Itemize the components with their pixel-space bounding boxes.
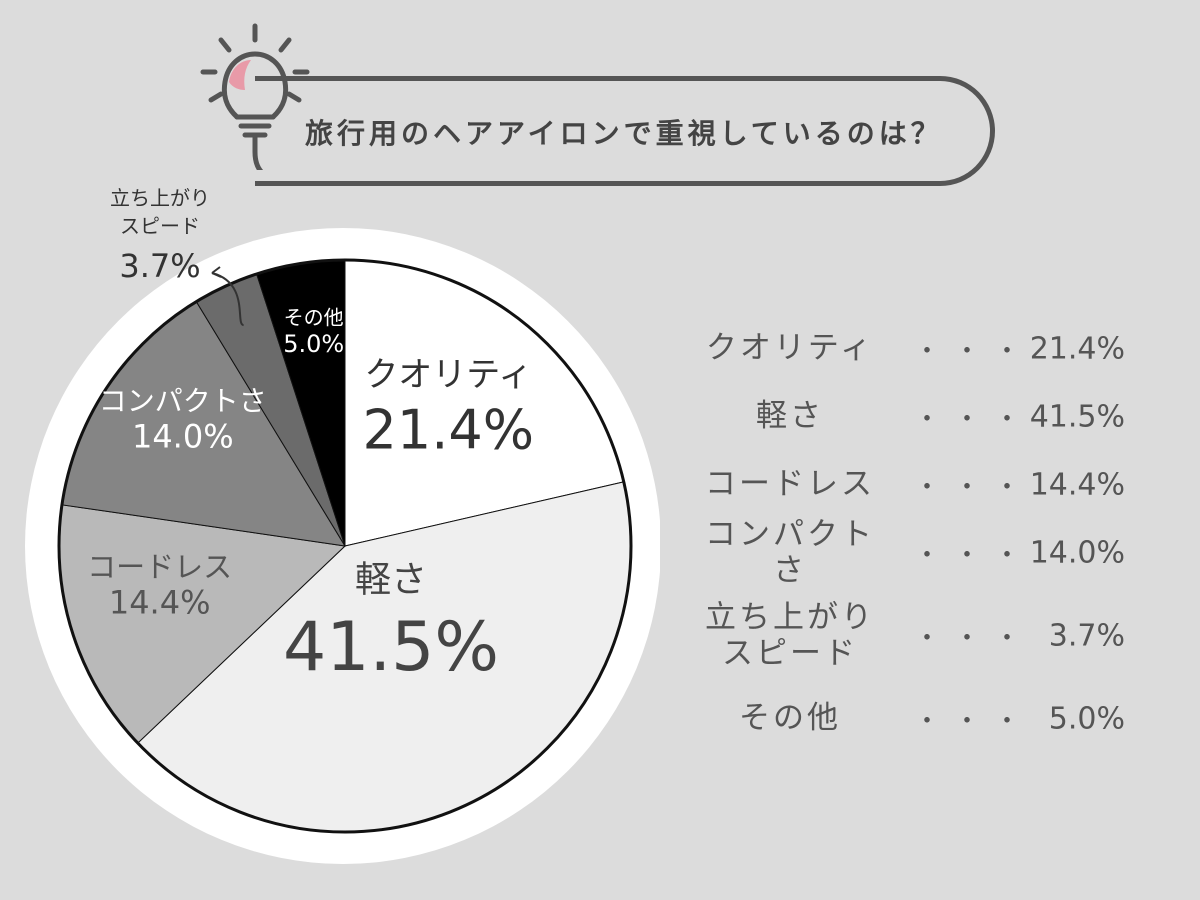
slice-value: 3.7% — [119, 247, 200, 285]
legend-label: その他 — [739, 700, 841, 737]
legend-label: 軽さ — [756, 398, 824, 435]
legend-value: 5.0% — [1048, 701, 1125, 737]
slice-value: 21.4% — [363, 398, 535, 461]
legend-row-lightness: 軽さ ・・・ 41.5% — [690, 383, 1150, 451]
slice-label: コンパクトさ — [99, 385, 267, 418]
slice-value: 14.0% — [132, 418, 234, 456]
legend-separator: ・・・ — [914, 540, 1035, 571]
legend-label-line1: 立ち上がり — [705, 599, 875, 636]
title-frame — [255, 76, 995, 186]
legend-row-compactness: コンパクトさ ・・・ 14.0% — [690, 516, 1150, 588]
slice-value: 14.4% — [109, 584, 211, 622]
legend-label: クオリティ — [705, 330, 875, 367]
legend-row-cordless: コードレス ・・・ 14.4% — [690, 451, 1150, 519]
legend-row-heatup-speed: 立ち上がり スピード ・・・ 3.7% — [690, 587, 1150, 685]
slice-label: その他 — [284, 305, 344, 329]
slice-label: コードレス — [87, 550, 232, 584]
legend-separator: ・・・ — [914, 472, 1035, 503]
callout-arrowhead — [211, 266, 222, 278]
legend-label: 立ち上がり スピード — [690, 600, 890, 671]
legend-separator: ・・・ — [914, 404, 1035, 435]
legend-separator: ・・・ — [914, 336, 1035, 367]
slice-label: クオリティ — [364, 355, 532, 395]
legend-value: 21.4% — [1029, 331, 1125, 367]
legend-row-quality: クオリティ ・・・ 21.4% — [690, 315, 1150, 383]
slice-label: 軽さ — [355, 560, 427, 601]
legend-separator: ・・・ — [914, 623, 1035, 654]
slice-value: 41.5% — [283, 608, 499, 687]
legend-label: コンパクトさ — [705, 516, 875, 588]
legend-value: 14.4% — [1029, 467, 1125, 503]
pie-outline — [57, 258, 633, 834]
legend-row-other: その他 ・・・ 5.0% — [690, 685, 1150, 753]
legend-separator: ・・・ — [914, 706, 1035, 737]
legend: クオリティ ・・・ 21.4% 軽さ ・・・ 41.5% コードレス ・・・ 1… — [690, 315, 1150, 753]
legend-value: 3.7% — [1048, 618, 1125, 654]
callout-line — [211, 272, 245, 327]
legend-value: 14.0% — [1029, 535, 1125, 571]
legend-label-line2: スピード — [722, 635, 858, 671]
slice-value: 5.0% — [283, 330, 344, 358]
slice-label-line2: スピード — [120, 214, 200, 238]
chart-title: 旅行用のヘアアイロンで重視しているのは？ — [305, 117, 943, 150]
slice-label-line1: 立ち上がり — [110, 186, 210, 210]
legend-value: 41.5% — [1029, 399, 1125, 435]
legend-label: コードレス — [705, 466, 875, 503]
